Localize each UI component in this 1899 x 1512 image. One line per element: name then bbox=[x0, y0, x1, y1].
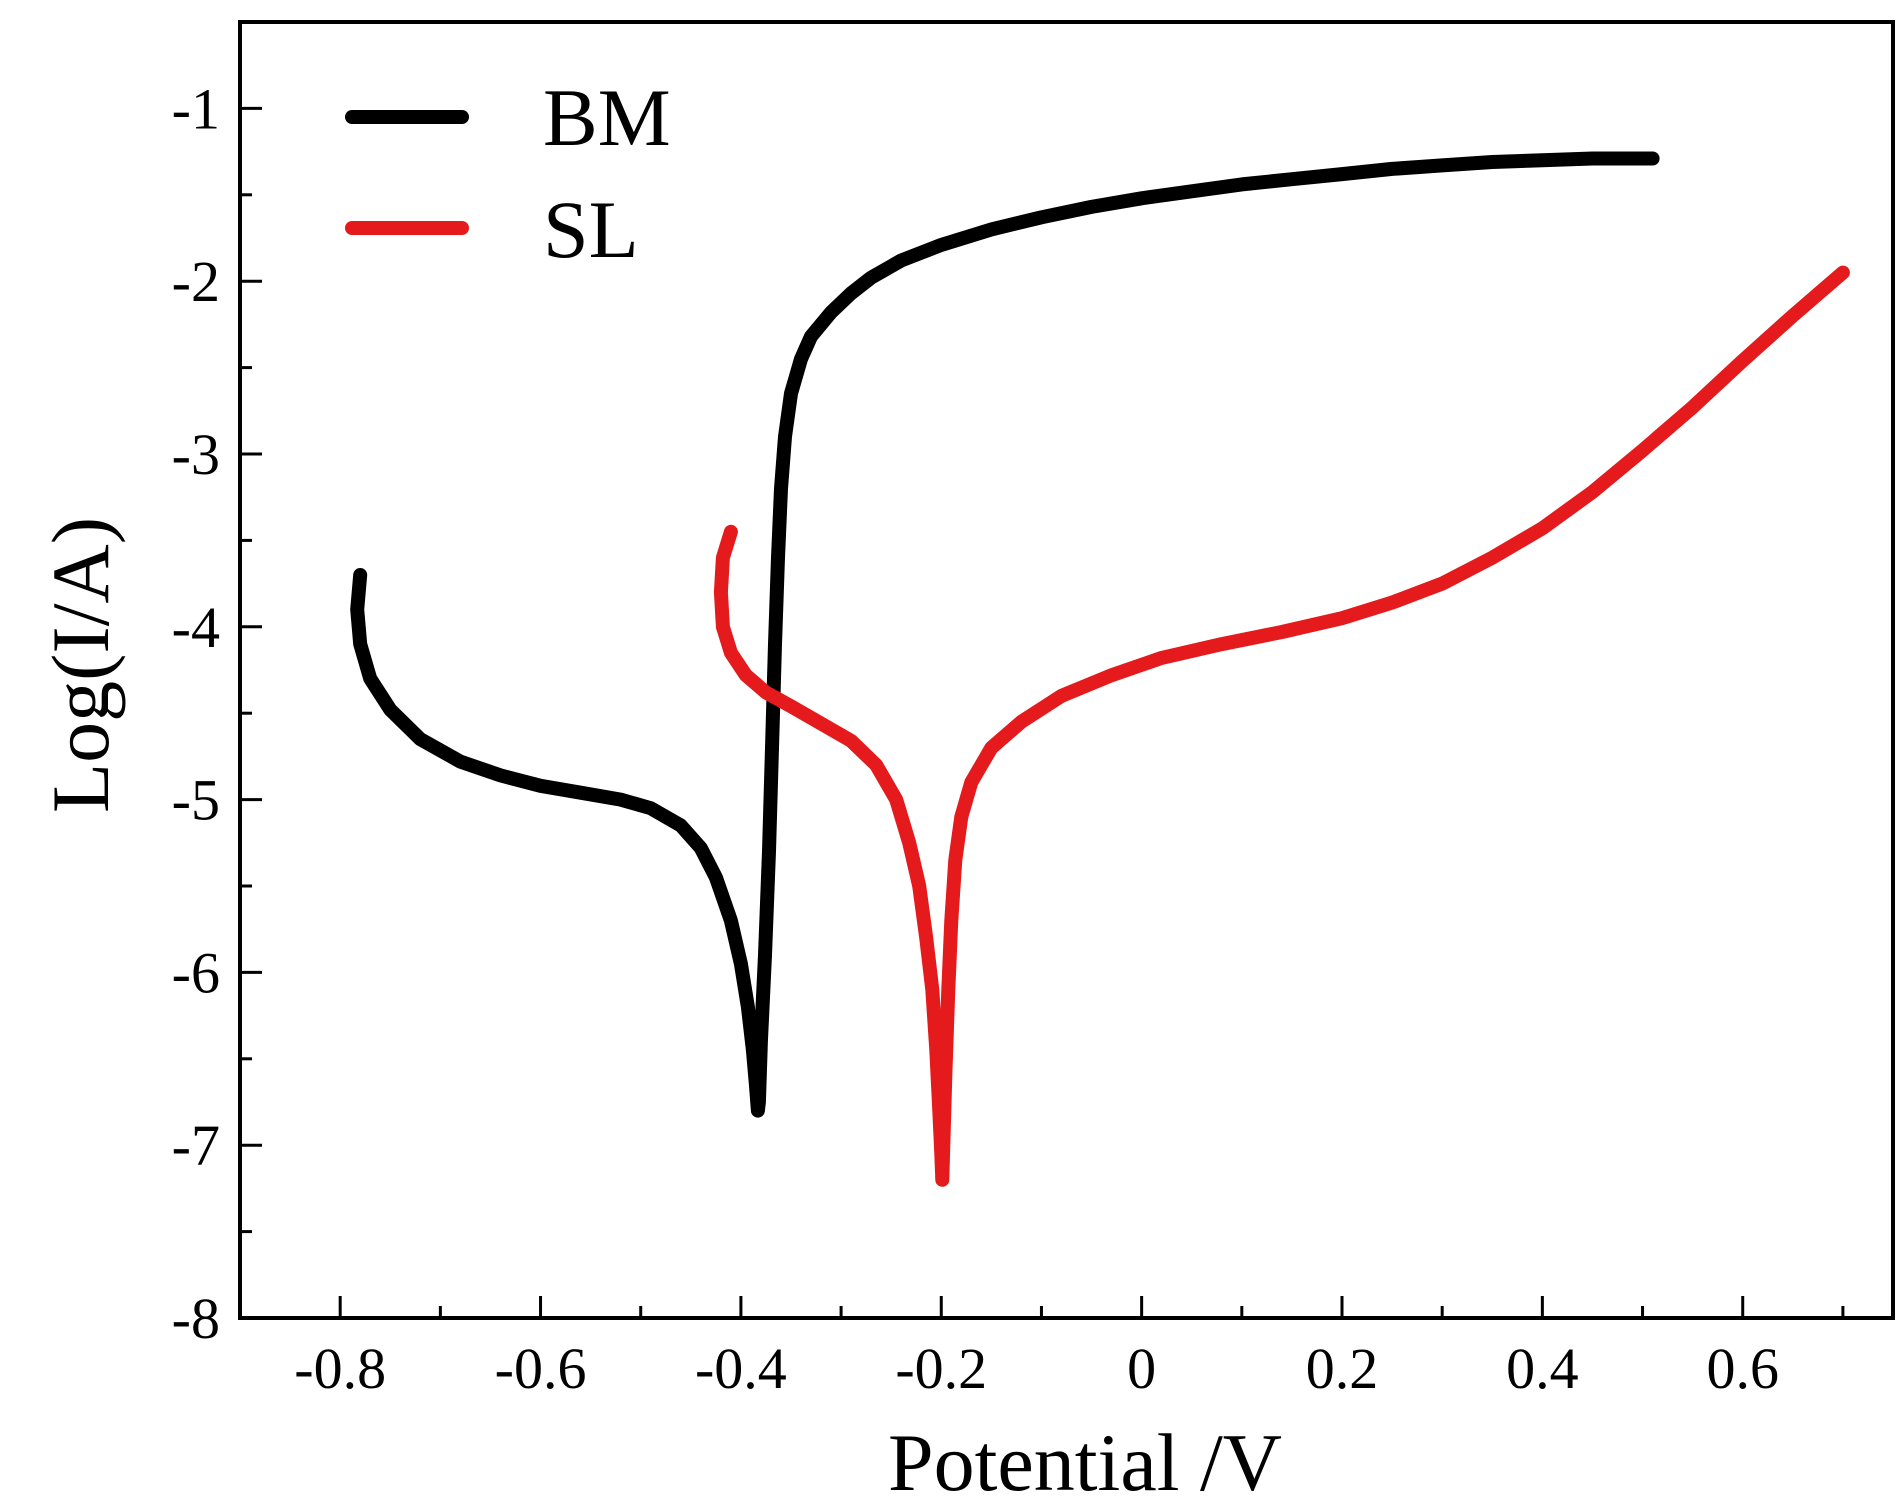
x-axis-title: Potential /V bbox=[888, 1417, 1282, 1508]
series-line-bm bbox=[350, 151, 1660, 1118]
ticks-layer: -0.8 -0.6 -0.4 -0.2 0 0.2 0.4 0.6 -8 -7 -6 -5 -4 -3 -2… bbox=[172, 20, 1845, 1401]
x-tick-label: 0 bbox=[1127, 1336, 1156, 1401]
y-tick-label: -5 bbox=[172, 768, 220, 833]
y-tick-label: -8 bbox=[172, 1286, 220, 1351]
y-axis-title: Log(I/A) bbox=[35, 517, 126, 813]
y-tick-label: -1 bbox=[172, 76, 220, 141]
y-tick-label: -3 bbox=[172, 422, 220, 487]
x-tick-label: 0.4 bbox=[1506, 1336, 1579, 1401]
plot-frame bbox=[238, 20, 1895, 1320]
legend: BM SL bbox=[345, 72, 671, 275]
x-tick-label: -0.6 bbox=[495, 1336, 587, 1401]
y-tick-label: -4 bbox=[172, 595, 220, 660]
y-tick-label: -7 bbox=[172, 1113, 220, 1178]
x-tick-label: 0.2 bbox=[1306, 1336, 1379, 1401]
x-tick-label: -0.4 bbox=[695, 1336, 787, 1401]
y-tick-label: -6 bbox=[172, 940, 220, 1005]
x-tick-label: 0.6 bbox=[1706, 1336, 1779, 1401]
series-layer bbox=[350, 151, 1850, 1187]
x-tick-label: -0.2 bbox=[895, 1336, 987, 1401]
series-line-sl bbox=[713, 265, 1850, 1187]
y-tick-label: -2 bbox=[172, 249, 220, 314]
x-tick-label: -0.8 bbox=[294, 1336, 386, 1401]
legend-label-sl: SL bbox=[543, 184, 639, 275]
legend-label-bm: BM bbox=[543, 72, 671, 163]
